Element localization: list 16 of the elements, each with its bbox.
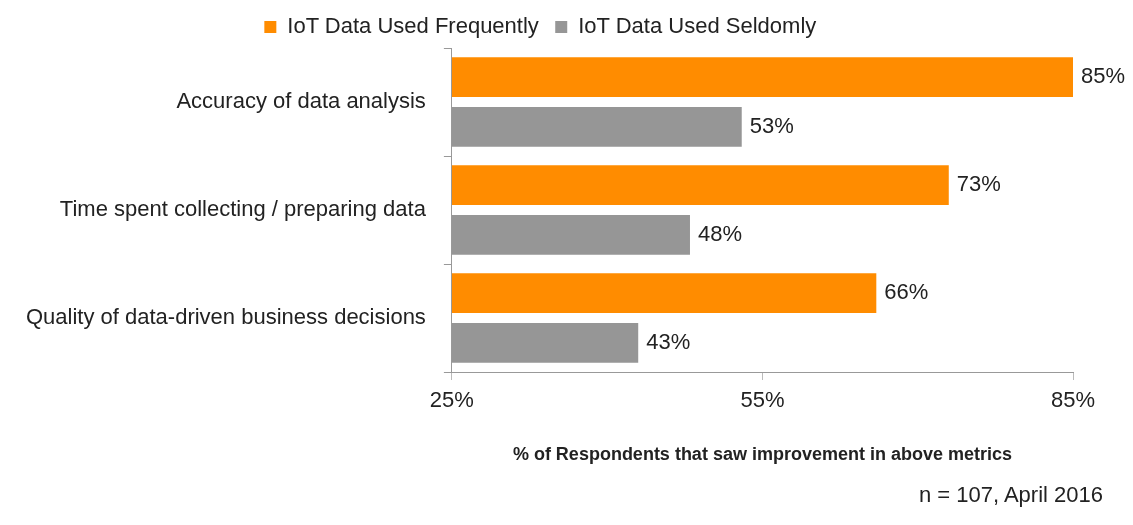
x-axis-title: % of Respondents that saw improvement in above metrics <box>512 444 1012 465</box>
y-tick-label: Time spent collecting / preparing data <box>59 196 427 222</box>
data-label: 66% <box>884 279 929 305</box>
data-label: 43% <box>646 328 691 354</box>
x-tick-label: 25% <box>429 387 474 413</box>
data-label: 53% <box>749 112 794 138</box>
legend-label: IoT Data Used Frequently <box>287 13 539 39</box>
data-label: 48% <box>697 220 743 246</box>
y-tick-label: Accuracy of data analysis <box>176 88 426 114</box>
x-tick-label: 85% <box>1050 387 1096 413</box>
y-tick-label: Quality of data-driven business decisions <box>25 304 426 330</box>
data-label: 85% <box>1081 63 1126 89</box>
legend-label: IoT Data Used Seldomly <box>578 13 817 39</box>
x-tick-label: 55% <box>740 387 785 413</box>
data-label: 73% <box>956 171 1001 197</box>
text: n = 107, April 2016 <box>918 482 1103 508</box>
